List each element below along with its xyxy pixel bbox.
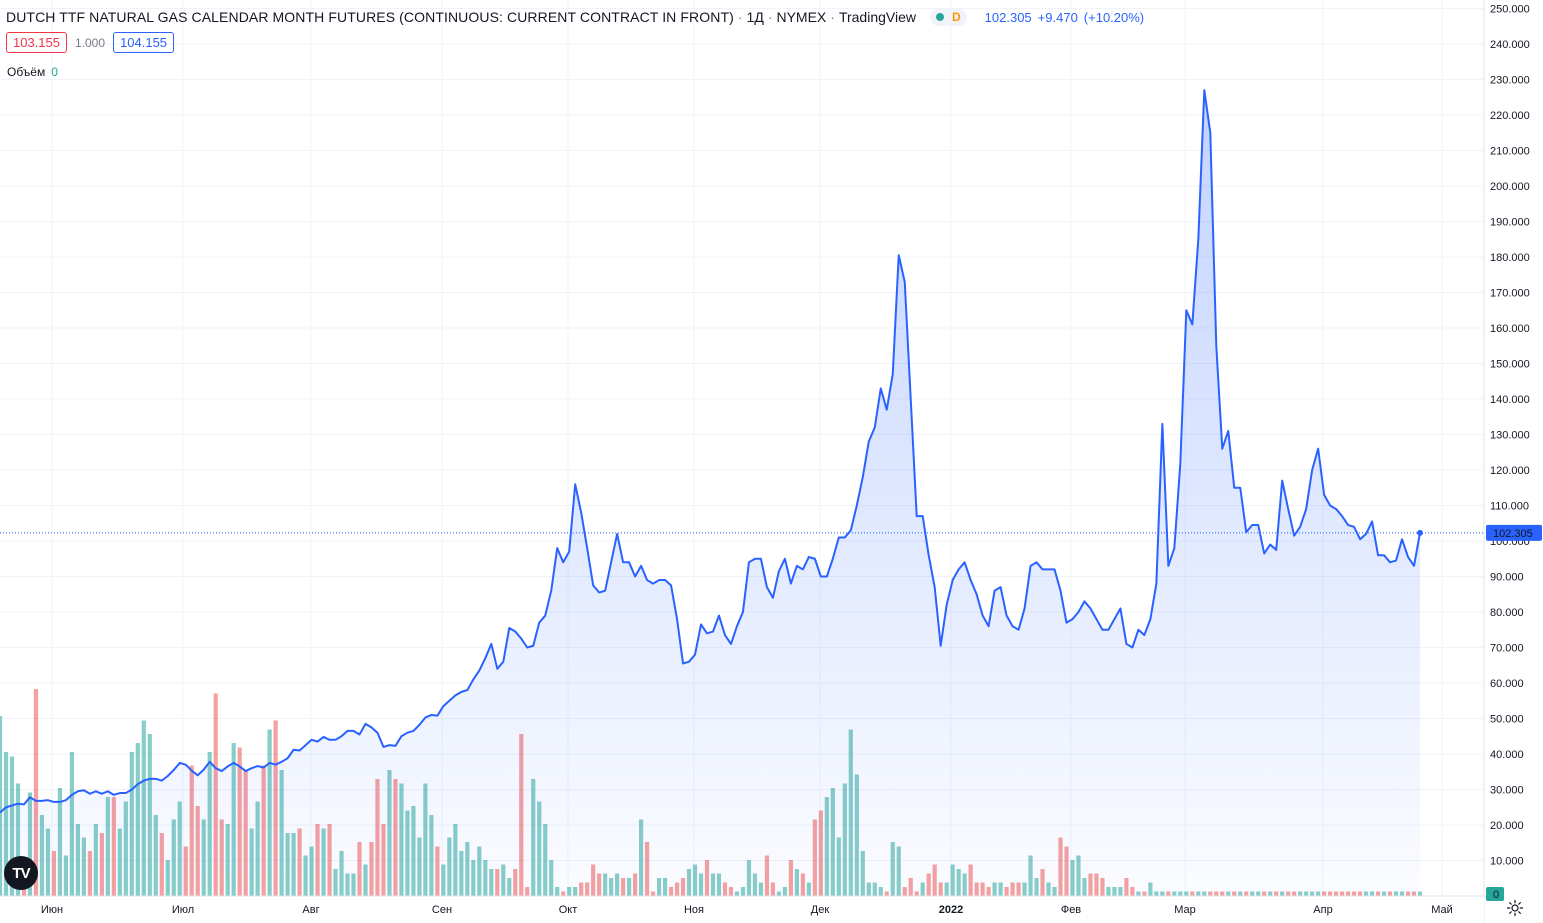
x-tick-label: Авг: [302, 904, 319, 916]
tradingview-logo-icon[interactable]: TV: [4, 856, 38, 890]
x-tick-label: Июн: [41, 904, 63, 916]
last-price-dot: [1417, 529, 1423, 536]
x-tick-label: Май: [1431, 904, 1453, 916]
y-tick-label: 170.000: [1490, 288, 1530, 300]
y-tick-label: 250.000: [1490, 4, 1530, 16]
x-tick-label: Сен: [432, 904, 452, 916]
y-tick-label: 40.000: [1490, 749, 1524, 761]
symbol-title[interactable]: DUTCH TTF NATURAL GAS CALENDAR MONTH FUT…: [6, 9, 734, 25]
y-tick-label: 150.000: [1490, 359, 1530, 371]
y-tick-label: 50.000: [1490, 714, 1524, 726]
separator: ·: [830, 9, 835, 25]
buy-price-button[interactable]: 104.155: [113, 32, 175, 53]
y-tick-label: 190.000: [1490, 217, 1530, 229]
y-tick-label: 60.000: [1490, 678, 1524, 690]
delayed-data-badge: D: [952, 10, 961, 24]
status-badges[interactable]: D: [930, 8, 967, 26]
price-change-percent: (+10.20%): [1083, 9, 1145, 25]
grid-lines: [0, 0, 1484, 896]
y-tick-label: 20.000: [1490, 820, 1524, 832]
chart-header: DUTCH TTF NATURAL GAS CALENDAR MONTH FUT…: [6, 6, 1144, 28]
y-tick-label: 10.000: [1490, 856, 1524, 868]
y-tick-label: 70.000: [1490, 643, 1524, 655]
last-price-label: 102.305: [1493, 528, 1533, 540]
y-tick-label: 110.000: [1490, 501, 1529, 513]
volume-axis-label: 0: [1493, 889, 1499, 901]
x-tick-label: Июл: [172, 904, 194, 916]
price-change: +9.470: [1037, 9, 1078, 25]
interval-label[interactable]: 1Д: [746, 9, 764, 25]
y-tick-label: 90.000: [1490, 572, 1524, 584]
price-axis-bg: [1484, 0, 1543, 923]
x-tick-label: Фев: [1061, 904, 1081, 916]
y-tick-label: 30.000: [1490, 785, 1524, 797]
price-line: [0, 89, 1421, 814]
y-tick-label: 240.000: [1490, 39, 1530, 51]
volume-bar: [33, 689, 39, 896]
time-axis-bg: [0, 896, 1484, 923]
x-tick-label: Апр: [1313, 904, 1332, 916]
y-tick-label: 200.000: [1490, 181, 1530, 193]
x-tick-label: Ноя: [684, 904, 704, 916]
x-tick-label: Окт: [559, 904, 578, 916]
market-open-dot-icon: [936, 13, 944, 21]
separator: ·: [737, 9, 743, 25]
separator: ·: [767, 9, 773, 25]
last-price-label-bg: [1486, 524, 1542, 541]
y-tick-label: 180.000: [1490, 252, 1530, 264]
y-tick-label: 80.000: [1490, 607, 1524, 619]
y-tick-label: 160.000: [1490, 323, 1530, 335]
x-tick-label: Мар: [1174, 904, 1196, 916]
y-tick-label: 210.000: [1490, 146, 1530, 158]
x-tick-label: Дек: [811, 904, 830, 916]
volume-axis-label-bg: [1486, 887, 1504, 901]
volume-bar: [0, 716, 3, 896]
bid-ask-row: 103.155 1.000 104.155: [6, 32, 175, 53]
y-tick-label: 230.000: [1490, 75, 1530, 87]
y-tick-label: 140.000: [1490, 394, 1530, 406]
exchange-label: NYMEX: [776, 9, 827, 25]
spread-value: 1.000: [75, 35, 106, 50]
x-tick-label: 2022: [939, 904, 963, 916]
volume-label: Объём: [7, 65, 46, 79]
y-tick-label: 120.000: [1490, 465, 1530, 477]
last-price: 102.305: [984, 9, 1032, 25]
gear-icon[interactable]: [1506, 899, 1524, 917]
source-label: TradingView: [838, 9, 916, 25]
price-area-fill: [0, 90, 1420, 896]
volume-legend[interactable]: Объём 0: [7, 65, 58, 79]
volume-value: 0: [51, 65, 58, 79]
y-tick-label: 220.000: [1490, 110, 1530, 122]
sell-price-button[interactable]: 103.155: [6, 32, 67, 53]
y-tick-label: 130.000: [1490, 430, 1530, 442]
